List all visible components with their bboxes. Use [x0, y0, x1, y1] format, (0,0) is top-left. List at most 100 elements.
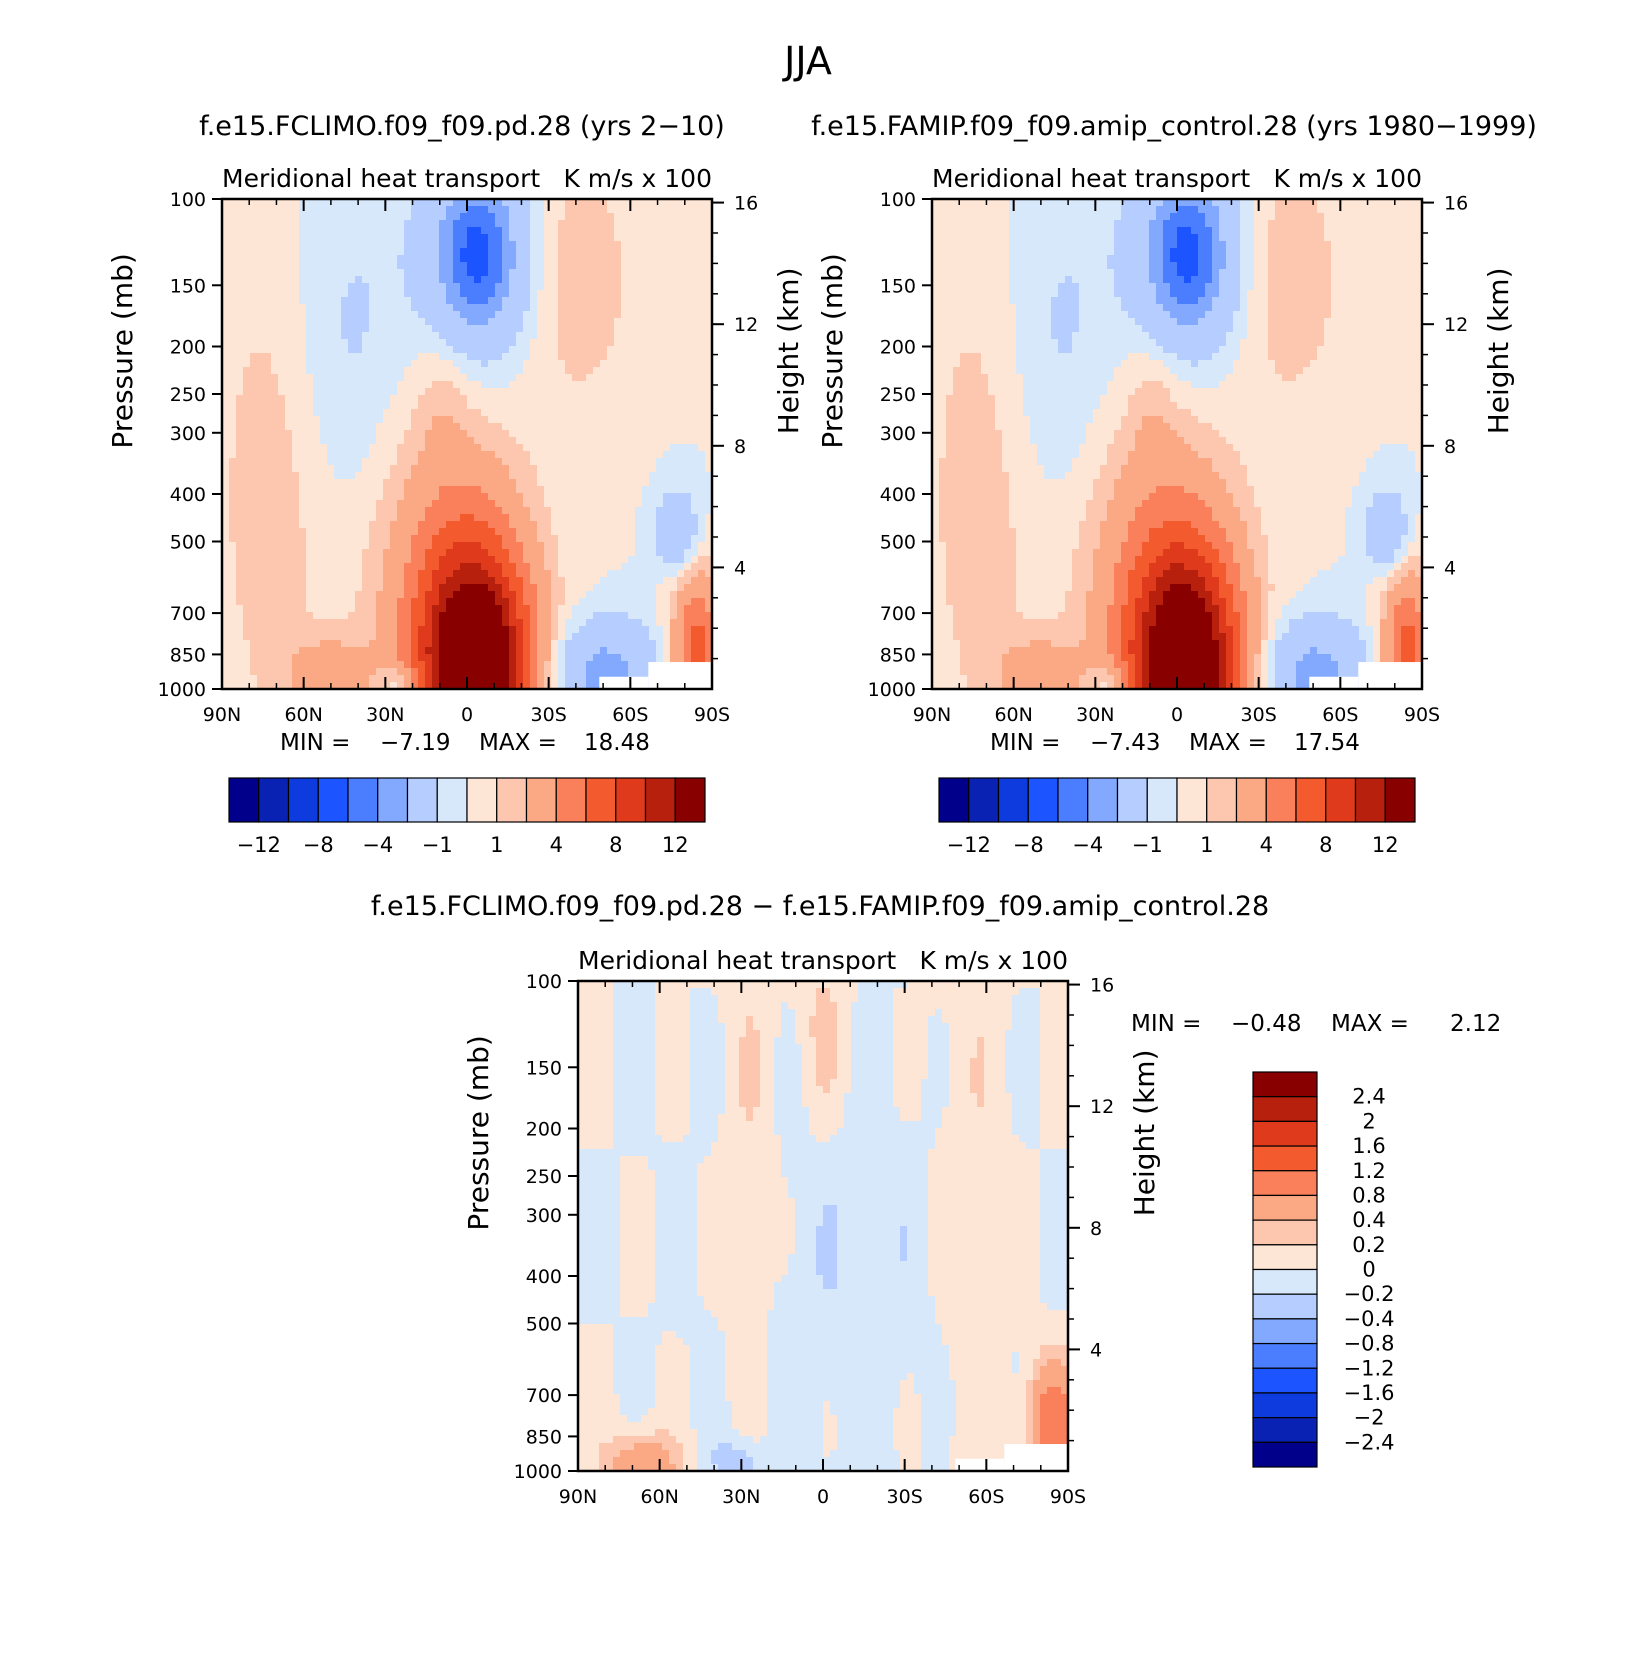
heatmap-cell — [698, 612, 706, 620]
heatmap-cell — [579, 563, 587, 571]
heatmap-cell — [537, 423, 545, 431]
x-tick-label: 60S — [612, 704, 648, 726]
heatmap-cell — [481, 591, 489, 599]
heatmap-cell — [607, 640, 615, 648]
heatmap-cell — [481, 682, 489, 690]
heatmap-cell — [516, 276, 524, 284]
heatmap-cell — [488, 276, 496, 284]
heatmap-cell — [474, 451, 482, 459]
heatmap-cell — [607, 479, 615, 487]
heatmap-cell — [656, 514, 664, 522]
heatmap-cell — [257, 311, 265, 319]
heatmap-cell — [663, 241, 671, 249]
heatmap-cell — [229, 556, 237, 564]
heatmap-cell — [523, 626, 531, 634]
heatmap-cell — [481, 248, 489, 256]
heatmap-cell — [348, 311, 356, 319]
heatmap-cell — [663, 325, 671, 333]
heatmap-cell — [264, 584, 272, 592]
heatmap-cell — [502, 647, 510, 655]
heatmap-cell — [348, 493, 356, 501]
heatmap-cell — [495, 423, 503, 431]
heatmap-cell — [628, 605, 636, 613]
heatmap-cell — [572, 465, 580, 473]
heatmap-cell — [404, 220, 412, 228]
heatmap-cell — [474, 493, 482, 501]
heatmap-cell — [614, 255, 622, 263]
heatmap-cell — [355, 234, 363, 242]
heatmap-cell — [327, 570, 335, 578]
heatmap-cell — [355, 437, 363, 445]
heatmap-cell — [264, 675, 272, 683]
heatmap-cell — [264, 339, 272, 347]
heatmap-cell — [432, 647, 440, 655]
heatmap-cell — [383, 591, 391, 599]
heatmap-cell — [614, 556, 622, 564]
heatmap-cell — [600, 311, 608, 319]
heatmap-cell — [621, 619, 629, 627]
heatmap-cell — [600, 465, 608, 473]
heatmap-cell — [446, 311, 454, 319]
heatmap-cell — [691, 500, 699, 508]
heatmap-cell — [362, 248, 370, 256]
heatmap-cell — [516, 591, 524, 599]
heatmap-cell — [243, 542, 251, 550]
heatmap-cell — [292, 325, 300, 333]
heatmap-cell — [250, 234, 258, 242]
heatmap-cell — [341, 626, 349, 634]
heatmap-cell — [250, 605, 258, 613]
heatmap-cell — [705, 269, 713, 277]
heatmap-cell — [544, 668, 552, 676]
heatmap-cell — [236, 374, 244, 382]
heatmap-cell — [635, 199, 643, 207]
heatmap-cell — [509, 640, 517, 648]
heatmap-cell — [474, 542, 482, 550]
heatmap-cell — [488, 465, 496, 473]
heatmap-cell — [551, 633, 559, 641]
heatmap-cell — [656, 206, 664, 214]
heatmap-cell — [369, 241, 377, 249]
heatmap-cell — [523, 549, 531, 557]
heatmap-cell — [628, 234, 636, 242]
heatmap-cell — [390, 374, 398, 382]
heatmap-cell — [222, 311, 230, 319]
heatmap-cell — [250, 444, 258, 452]
heatmap-cell — [306, 556, 314, 564]
heatmap-cell — [502, 521, 510, 529]
heatmap-cell — [264, 332, 272, 340]
heatmap-cell — [684, 248, 692, 256]
heatmap-cell — [404, 514, 412, 522]
heatmap-cell — [292, 290, 300, 298]
heatmap-cell — [495, 199, 503, 207]
heatmap-cell — [278, 612, 286, 620]
heatmap-cell — [439, 647, 447, 655]
heatmap-cell — [292, 465, 300, 473]
heatmap-cell — [292, 367, 300, 375]
heatmap-cell — [488, 332, 496, 340]
heatmap-cell — [670, 451, 678, 459]
heatmap-cell — [488, 472, 496, 480]
heatmap-cell — [670, 458, 678, 466]
heatmap-cell — [621, 633, 629, 641]
heatmap-cell — [411, 241, 419, 249]
heatmap-cell — [488, 570, 496, 578]
heatmap-cell — [285, 206, 293, 214]
heatmap-cell — [663, 563, 671, 571]
heatmap-cell — [278, 304, 286, 312]
heatmap-cell — [607, 549, 615, 557]
heatmap-cell — [488, 234, 496, 242]
heatmap-cell — [586, 458, 594, 466]
heatmap-cell — [649, 577, 657, 585]
heatmap-cell — [474, 374, 482, 382]
heatmap-cell — [642, 269, 650, 277]
heatmap-cell — [418, 535, 426, 543]
heatmap-cell — [306, 500, 314, 508]
heatmap-cell — [523, 479, 531, 487]
heatmap-cell — [677, 486, 685, 494]
heatmap-cell — [684, 276, 692, 284]
heatmap-cell — [579, 241, 587, 249]
heatmap-cell — [355, 619, 363, 627]
heatmap-cell — [684, 619, 692, 627]
heatmap-cell — [705, 360, 713, 368]
heatmap-cell — [418, 269, 426, 277]
